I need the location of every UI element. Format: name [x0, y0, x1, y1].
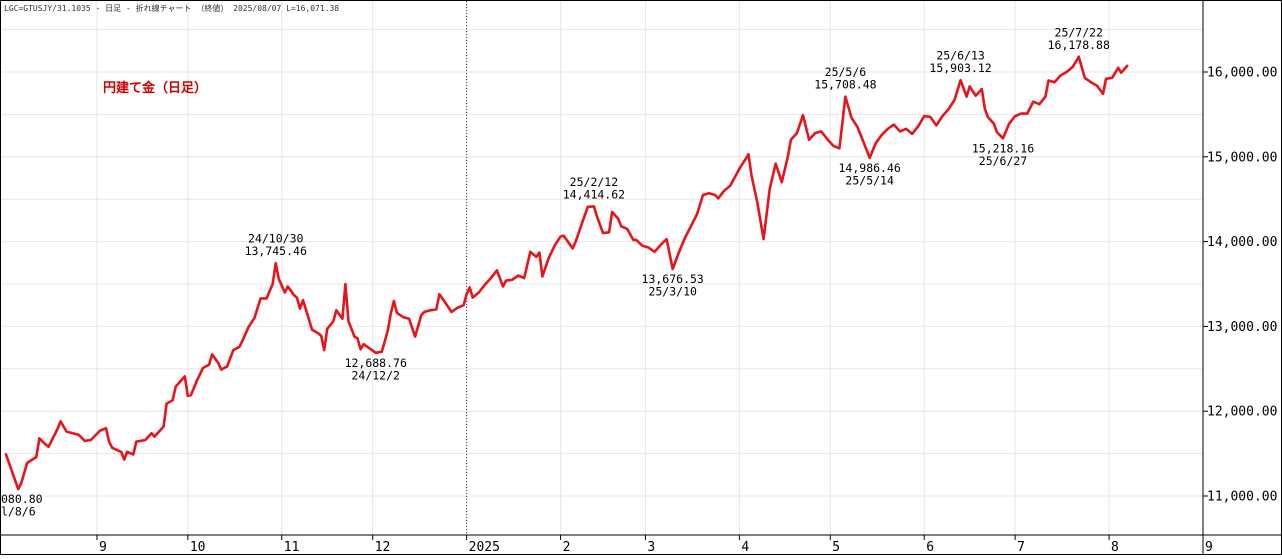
x-tick-label: 9 [99, 540, 107, 555]
peak-annotation-label: 25/5/14 [845, 173, 894, 187]
x-tick-label: 12 [375, 540, 391, 555]
y-tick-label: 12,000.00 [1207, 405, 1277, 420]
x-tick-label: 5 [832, 540, 840, 555]
x-tick-label: 2025 [469, 540, 500, 555]
x-tick-label: 10 [190, 540, 206, 555]
series-layer [4, 55, 1129, 491]
peak-annotation-label: 15,218.16 [972, 141, 1034, 155]
peak-annotation-label: 15,903.12 [929, 61, 991, 75]
peak-annotation-label: 25/7/22 [1055, 25, 1103, 39]
peak-annotation-label: 24/12/2 [351, 368, 399, 382]
x-tick-label: 6 [926, 540, 934, 555]
peak-annotation-label: 25/5/6 [825, 65, 867, 79]
peak-annotation-label: 14,414.62 [563, 187, 625, 201]
peak-annotation-label: 25/6/27 [979, 154, 1028, 168]
x-tick-label: 2 [563, 540, 571, 555]
y-tick-label: 15,000.00 [1207, 150, 1277, 165]
grid-layer [1, 1, 1204, 535]
peak-annotation-label: 14,986.46 [839, 161, 901, 175]
x-tick-label: 9 [1205, 540, 1213, 555]
x-tick-label: 4 [741, 540, 749, 555]
y-tick-label: 16,000.00 [1207, 66, 1277, 81]
chart-header-info: LGC=GTUSJY/31.1035 - 日足 - 折れ線チャート （終値） 2… [4, 3, 339, 13]
price-line [4, 55, 1129, 491]
x-tick-label: 11 [284, 540, 300, 555]
x-tick-label: 7 [1017, 540, 1025, 555]
x-tick-label: 3 [647, 540, 655, 555]
peak-annotation-label: 13,676.53 [642, 272, 704, 286]
peak-annotation-label: 13,745.46 [245, 244, 307, 258]
peak-annotation-label: 15,708.48 [814, 78, 876, 92]
peak-annotation-label: l/8/6 [1, 505, 36, 519]
y-tick-label: 11,000.00 [1207, 490, 1277, 505]
peak-annotation-label: 25/2/12 [570, 175, 618, 189]
y-tick-label: 14,000.00 [1207, 235, 1277, 250]
y-tick-label: 13,000.00 [1207, 320, 1277, 335]
peak-annotation-label: 12,688.76 [345, 356, 407, 370]
x-tick-label: 8 [1111, 540, 1119, 555]
chart-caption: 円建て金（日足） [103, 80, 207, 96]
peak-annotation-label: 25/3/10 [648, 285, 697, 299]
peak-annotation-label: 24/10/30 [248, 232, 303, 246]
peak-annotation-label: 16,178.88 [1048, 38, 1110, 52]
peak-annotation-label: 25/6/13 [936, 49, 985, 63]
peak-annotation-label: 080.80 [1, 492, 43, 506]
